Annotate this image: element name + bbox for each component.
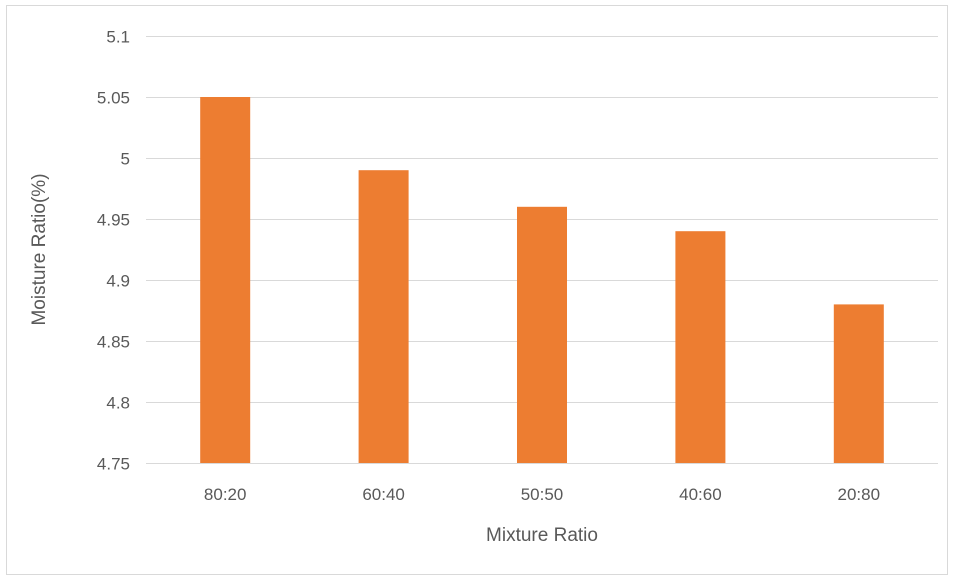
y-tick-label: 4.85 — [97, 333, 130, 352]
x-axis-ticks: 80:20 60:40 50:50 40:60 20:80 — [204, 485, 880, 504]
y-axis-ticks: 4.75 4.8 4.85 4.9 4.95 5 5.05 5.1 — [97, 28, 130, 474]
y-tick-label: 5.1 — [106, 28, 130, 47]
y-tick-label: 4.9 — [106, 272, 130, 291]
bar-60-40 — [358, 170, 409, 463]
chart-frame — [6, 5, 948, 575]
y-tick-label: 4.8 — [106, 394, 130, 413]
x-axis-title: Mixture Ratio — [486, 525, 598, 546]
bar-80-20 — [200, 97, 251, 463]
x-tick-label: 80:20 — [204, 485, 247, 504]
y-tick-label: 5 — [121, 150, 130, 169]
x-tick-label: 20:80 — [838, 485, 881, 504]
bar-50-50 — [517, 206, 567, 464]
x-tick-label: 50:50 — [521, 485, 564, 504]
y-tick-label: 4.95 — [97, 211, 130, 230]
y-tick-label: 4.75 — [97, 455, 130, 474]
bar-40-60 — [675, 231, 726, 463]
x-tick-label: 60:40 — [362, 485, 405, 504]
bars — [200, 97, 884, 464]
bar-20-80 — [833, 304, 884, 463]
y-axis-title: Moisture Ratio(%) — [29, 173, 50, 325]
y-tick-label: 5.05 — [97, 89, 130, 108]
x-tick-label: 40:60 — [679, 485, 722, 504]
